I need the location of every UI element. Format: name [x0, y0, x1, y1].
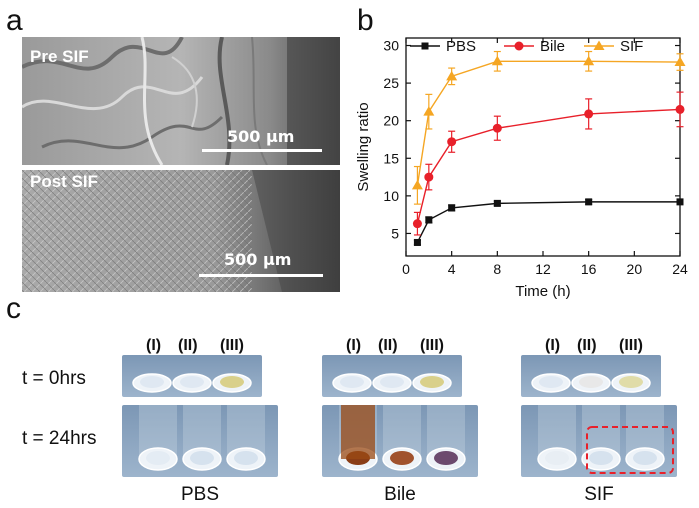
legend-marker-bile — [514, 41, 524, 51]
data-point-pbs — [676, 198, 684, 206]
vial-photo — [122, 355, 262, 397]
y-tick-label: 5 — [391, 225, 399, 241]
panel-letter-b: b — [357, 4, 374, 37]
vial-label: (III) — [420, 337, 444, 354]
data-point-sif — [674, 56, 686, 67]
data-point-sif — [491, 55, 503, 66]
swelling-ratio-chart: 0 4 8 12 16 20 24 5 10 15 20 25 30 Time (h) Swelling r… — [355, 37, 688, 300]
data-point-bile — [424, 172, 434, 182]
x-axis-label: Time (h) — [515, 283, 570, 300]
panel-letter-c: c — [6, 292, 21, 325]
scale-text-top: 500 μm — [227, 127, 295, 146]
data-point-bile — [675, 104, 685, 114]
y-tick-label: 30 — [383, 38, 399, 54]
data-point-sif — [446, 70, 458, 81]
scale-text-bottom: 500 μm — [224, 250, 292, 269]
vial-label: (I) — [346, 337, 362, 354]
x-tick-label: 24 — [672, 261, 688, 277]
x-tick-label: 8 — [493, 261, 501, 277]
condition-label-sif: SIF — [584, 484, 614, 505]
y-tick-label: 10 — [383, 188, 399, 204]
data-point-pbs — [493, 199, 501, 207]
data-point-pbs — [425, 216, 433, 224]
data-point-bile — [447, 137, 457, 147]
y-tick-label: 20 — [383, 113, 399, 129]
vial-label: (I) — [545, 337, 561, 354]
data-point-sif — [411, 179, 423, 190]
data-point-bile — [584, 109, 594, 119]
vial-label: (I) — [146, 337, 162, 354]
vial-photo — [322, 355, 462, 397]
vial-photo — [322, 405, 478, 477]
legend-label-sif: SIF — [620, 38, 643, 55]
x-tick-label: 16 — [581, 261, 597, 277]
vial-label: (III) — [220, 337, 244, 354]
plot-frame — [405, 37, 681, 257]
vial-label: (II) — [577, 337, 597, 354]
vial-photo — [521, 405, 677, 477]
series-line-sif — [416, 60, 681, 186]
series-line-bile — [416, 108, 681, 224]
scale-bar-top — [202, 149, 322, 152]
data-point-pbs — [413, 238, 421, 246]
y-tick-label: 25 — [383, 75, 399, 91]
data-point-pbs — [585, 198, 593, 206]
series-line-pbs — [416, 201, 680, 243]
y-tick-label: 15 — [383, 150, 399, 166]
x-tick-label: 12 — [535, 261, 551, 277]
legend-marker-sif — [593, 40, 605, 50]
data-point-pbs — [448, 204, 456, 212]
y-axis-label: Swelling ratio — [355, 102, 372, 191]
legend-label-pbs: PBS — [446, 38, 476, 55]
sem-image-post-sif: Post SIF 500 μm — [22, 170, 340, 292]
sem-label-post: Post SIF — [30, 172, 99, 191]
vial-label: (II) — [178, 337, 198, 354]
condition-label-pbs: PBS — [180, 484, 220, 505]
x-tick-label: 0 — [402, 261, 410, 277]
row-label-t24: t = 24hrs — [22, 428, 97, 449]
condition-label-bile: Bile — [384, 484, 416, 505]
legend-marker-pbs — [421, 42, 429, 50]
vial-label: (II) — [378, 337, 398, 354]
data-point-sif — [423, 106, 435, 116]
panel-letter-a: a — [6, 4, 23, 37]
scale-bar-bottom — [199, 274, 323, 277]
x-tick-label: 4 — [448, 261, 456, 277]
vial-photo — [122, 405, 278, 477]
row-label-t0: t = 0hrs — [22, 368, 86, 389]
data-point-sif — [583, 55, 595, 66]
sem-image-pre-sif: Pre SIF 500 μm — [22, 37, 340, 165]
data-point-bile — [492, 123, 502, 133]
data-point-bile — [412, 219, 422, 229]
sem-label-pre: Pre SIF — [30, 47, 89, 66]
x-tick-label: 20 — [627, 261, 643, 277]
vial-photo — [521, 355, 661, 397]
vial-label: (III) — [619, 337, 643, 354]
legend-label-bile: Bile — [540, 38, 565, 55]
